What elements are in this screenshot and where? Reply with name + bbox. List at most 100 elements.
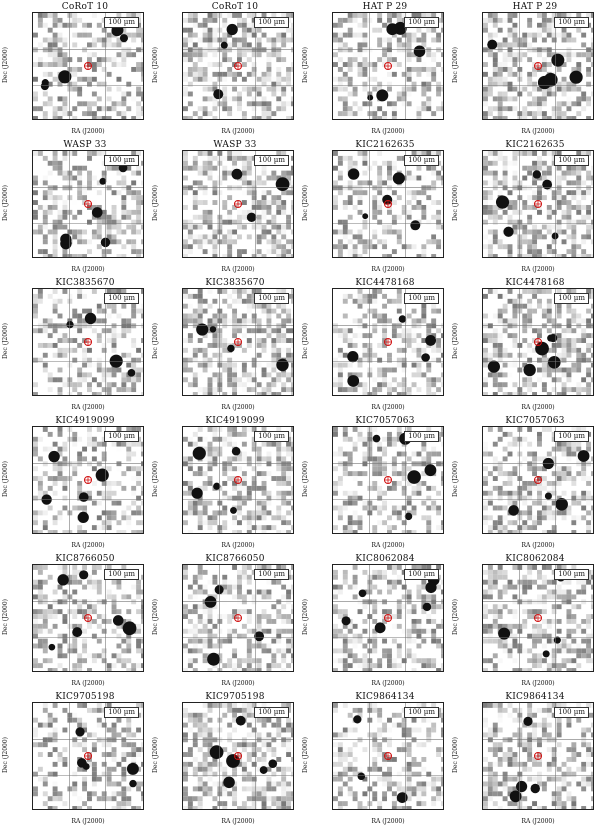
flux-pixel (337, 505, 343, 511)
flux-pixel (483, 27, 488, 33)
flux-pixel (227, 96, 233, 102)
flux-pixel (352, 515, 358, 521)
flux-pixel (416, 13, 422, 18)
flux-pixel (347, 185, 353, 191)
wavelength-label: 100 µm (254, 155, 289, 166)
flux-pixel (136, 52, 142, 58)
flux-pixel (436, 37, 442, 43)
flux-pixel (202, 510, 208, 516)
flux-pixel (232, 594, 238, 600)
flux-pixel (246, 485, 252, 491)
flux-pixel (337, 96, 343, 102)
flux-pixel (483, 170, 488, 176)
flux-pixel (492, 66, 498, 72)
flux-pixel (72, 643, 78, 649)
flux-pixel (527, 214, 533, 220)
flux-pixel (492, 456, 498, 462)
flux-pixel (232, 298, 238, 304)
source-blob (404, 512, 413, 521)
flux-pixel (96, 461, 102, 467)
flux-pixel (271, 200, 277, 205)
flux-pixel (52, 614, 58, 619)
flux-pixel (522, 175, 528, 181)
flux-pixel (251, 357, 257, 363)
flux-pixel (387, 17, 392, 23)
flux-pixel (141, 461, 143, 467)
flux-pixel (202, 219, 208, 225)
flux-pixel (367, 431, 373, 437)
flux-pixel (87, 106, 92, 112)
flux-pixel (497, 17, 503, 23)
flux-pixel (556, 204, 562, 210)
flux-pixel (183, 347, 188, 353)
flux-pixel (286, 599, 292, 605)
flux-pixel (42, 195, 48, 201)
flux-pixel (576, 333, 582, 339)
flux-pixel (512, 362, 518, 368)
flux-pixel (483, 111, 488, 117)
flux-pixel (497, 347, 503, 353)
flux-pixel (62, 170, 68, 176)
flux-pixel (256, 175, 262, 181)
flux-pixel (62, 530, 68, 533)
flux-pixel (426, 387, 432, 393)
flux-pixel (87, 62, 92, 67)
flux-pixel (91, 500, 97, 506)
flux-pixel (57, 431, 63, 437)
flux-pixel (33, 151, 38, 156)
flux-pixel (276, 303, 282, 309)
flux-pixel (251, 180, 257, 186)
flux-pixel (541, 160, 547, 166)
flux-pixel (396, 427, 402, 432)
flux-pixel (522, 229, 528, 235)
flux-pixel (47, 377, 53, 383)
image-panel: KIC2162635 Dec (J2000) 100 µm RA (J2000) (300, 138, 450, 276)
flux-pixel (271, 328, 277, 334)
flux-pixel (52, 298, 58, 304)
flux-pixel (377, 490, 383, 496)
flux-pixel (512, 298, 518, 304)
flux-pixel (246, 372, 252, 378)
flux-pixel (401, 101, 407, 107)
flux-pixel (342, 574, 348, 580)
flux-pixel (271, 347, 277, 353)
flux-pixel (91, 185, 97, 191)
flux-pixel (502, 318, 508, 324)
flux-pixel (77, 175, 83, 181)
flux-pixel (352, 333, 358, 339)
flux-pixel (187, 17, 193, 23)
flux-pixel (42, 648, 48, 654)
flux-pixel (527, 323, 533, 329)
flux-pixel (256, 352, 262, 358)
flux-pixel (101, 377, 107, 383)
flux-pixel (91, 101, 97, 107)
flux-pixel (396, 42, 402, 48)
flux-pixel (426, 165, 432, 171)
flux-pixel (91, 565, 97, 570)
flux-pixel (276, 175, 282, 181)
flux-pixel (222, 219, 228, 225)
flux-pixel (537, 254, 542, 257)
flux-pixel (82, 293, 88, 299)
flux-pixel (537, 495, 542, 501)
flux-pixel (136, 638, 142, 644)
flux-pixel (556, 441, 562, 447)
flux-pixel (286, 338, 292, 343)
flux-pixel (276, 37, 282, 43)
flux-pixel (532, 224, 538, 230)
flux-pixel (197, 234, 203, 240)
flux-pixel (197, 362, 203, 368)
flux-pixel (377, 17, 383, 23)
flux-pixel (256, 52, 262, 58)
flux-pixel (246, 101, 252, 107)
flux-pixel (237, 451, 242, 457)
flux-pixel (551, 456, 557, 462)
flux-pixel (441, 461, 443, 467)
flux-pixel (281, 476, 287, 481)
flux-pixel (246, 190, 252, 196)
flux-pixel (291, 609, 293, 615)
flux-pixel (131, 151, 137, 156)
flux-pixel (377, 446, 383, 452)
flux-pixel (202, 352, 208, 358)
flux-pixel (436, 234, 442, 240)
